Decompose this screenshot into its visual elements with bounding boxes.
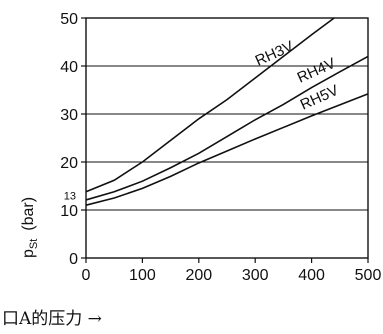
x-tick-label-200: 200 (185, 267, 212, 284)
y-tick-label-0: 0 (69, 251, 78, 268)
series-label-rh5v: RH5V (298, 82, 341, 114)
x-tick-label-500: 500 (355, 267, 382, 284)
series-group (85, 17, 369, 206)
labels-group: 0 10 20 30 40 50 13 0 100 200 300 400 500 RH3VRH4VRH5… (2, 11, 381, 329)
x-tick-label-300: 300 (242, 267, 269, 284)
y-tick-label-10: 10 (60, 203, 78, 220)
series-line-rh4v (85, 55, 369, 201)
y-tick-label-30: 30 (60, 107, 78, 124)
x-tick-label-0: 0 (82, 267, 91, 284)
axis-ticks (81, 17, 369, 263)
y-tick-label-extra: 13 (64, 191, 76, 203)
x-tick-label-100: 100 (129, 267, 156, 284)
series-line-rh5v (85, 93, 369, 206)
series-label-rh4v: RH4V (295, 55, 338, 87)
y-tick-label-40: 40 (60, 59, 78, 76)
series-label-rh3v: RH3V (253, 38, 296, 70)
x-axis-title: 口A的压力 → (2, 309, 102, 329)
x-tick-label-400: 400 (298, 267, 325, 284)
y-axis-title: pSt(bar) (20, 197, 40, 258)
plot-frame (85, 17, 369, 259)
series-line-rh3v (85, 17, 335, 193)
y-tick-label-20: 20 (60, 155, 78, 172)
y-tick-label-50: 50 (60, 11, 78, 28)
gridlines (86, 65, 368, 211)
